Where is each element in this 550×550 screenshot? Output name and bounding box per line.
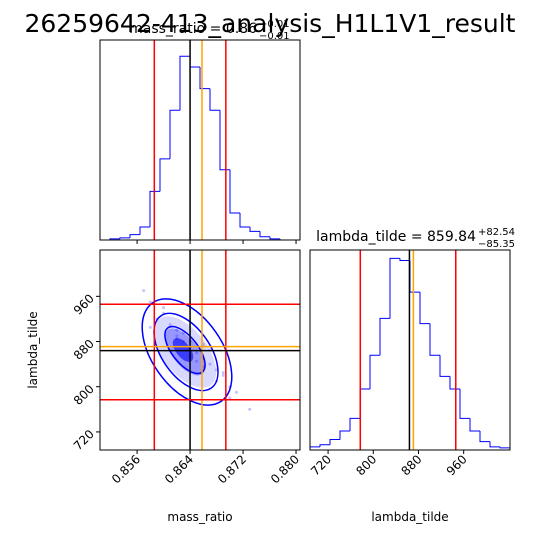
x-tick-label: 0.864 xyxy=(162,452,196,486)
scatter-point xyxy=(195,359,199,363)
hist-bin xyxy=(219,110,230,171)
hist-bin xyxy=(429,323,440,356)
hist-bin xyxy=(189,56,200,68)
hist-bin xyxy=(159,158,170,192)
x-tick-label: 960 xyxy=(444,452,470,478)
subtitle-text: mass_ratio = 0.86 xyxy=(129,21,257,37)
hist-bin xyxy=(479,431,490,443)
density-contours xyxy=(141,298,233,406)
scatter-point xyxy=(142,289,146,293)
hist-bin xyxy=(129,234,140,238)
hist-bin xyxy=(179,55,190,111)
scatter-point xyxy=(175,334,179,338)
scatter-point xyxy=(195,351,199,355)
subtitle-upper: +82.54 xyxy=(478,227,515,238)
contour xyxy=(153,312,219,392)
y-axis-label: lambda_tilde xyxy=(26,311,40,388)
y-tick-label: 800 xyxy=(71,382,97,408)
hist-bin xyxy=(149,190,160,228)
hist-bin xyxy=(469,418,480,432)
scatter-point xyxy=(181,331,185,335)
x-tick-label: 800 xyxy=(353,452,379,478)
x-tick-label: 720 xyxy=(308,452,334,478)
hist-bin xyxy=(399,258,410,262)
x-axis-label: lambda_tilde xyxy=(371,510,448,524)
hist-bin xyxy=(199,67,210,90)
x-axis-label: mass_ratio xyxy=(167,510,232,524)
panel-frame xyxy=(309,249,511,451)
hist-bin xyxy=(379,317,390,356)
hist-bin xyxy=(259,231,270,238)
scatter-point xyxy=(148,325,152,329)
scatter-point xyxy=(234,390,238,394)
hist-bin xyxy=(249,227,260,232)
x-tick-label: 880 xyxy=(398,452,424,478)
hist-bin xyxy=(459,388,470,419)
scatter-point xyxy=(208,362,212,366)
hist-bin xyxy=(369,354,380,389)
scatter-point xyxy=(175,328,179,332)
subtitle-lower: −0.01 xyxy=(259,31,290,42)
hist-bin xyxy=(439,355,450,377)
hist-bin xyxy=(329,438,340,445)
hist-bin xyxy=(239,212,250,228)
hist-bin xyxy=(449,376,460,390)
y-tick-label: 880 xyxy=(71,337,97,363)
y-tick-label: 720 xyxy=(71,427,97,453)
contour xyxy=(141,298,233,406)
scatter-point xyxy=(221,373,225,377)
hist-bin xyxy=(269,236,280,240)
subtitle-text: lambda_tilde = 859.84 xyxy=(316,229,476,245)
x-tick-label: 0.856 xyxy=(109,452,143,486)
chart-title: 26259642-413_analysis_H1L1V1_result xyxy=(25,9,516,38)
panel-subtitle: lambda_tilde = 859.84 +82.54−85.35 xyxy=(316,227,515,250)
hist-bin xyxy=(339,430,350,440)
panel-frame xyxy=(99,39,301,241)
scatter-point xyxy=(228,396,232,400)
hist-bin xyxy=(409,260,420,293)
y-tick-label: 960 xyxy=(71,291,97,317)
hist-bin xyxy=(119,237,130,239)
scatter-point xyxy=(221,371,225,375)
hist-bin xyxy=(489,441,500,448)
x-tick-label: 0.880 xyxy=(268,452,302,486)
hist-bin xyxy=(229,169,240,214)
scatter-point xyxy=(248,407,252,411)
subtitle-upper: +0.01 xyxy=(259,19,290,30)
hist-bin xyxy=(139,226,150,235)
x-tick-label: 0.872 xyxy=(215,452,249,486)
hist-bin xyxy=(419,292,430,325)
panel-subtitle: mass_ratio = 0.86 +0.01−0.01 xyxy=(129,19,290,42)
hist-bin xyxy=(359,388,370,419)
hist-bin xyxy=(169,109,180,159)
hist-bin xyxy=(209,88,220,111)
subtitle-lower: −85.35 xyxy=(478,239,515,250)
scatter-point xyxy=(168,323,172,327)
scatter-point xyxy=(162,306,166,310)
panel-frame xyxy=(99,249,301,451)
scatter-point xyxy=(148,300,152,304)
hist-bin xyxy=(389,257,400,319)
hist-bin xyxy=(349,417,360,432)
hist-bin xyxy=(319,444,330,447)
